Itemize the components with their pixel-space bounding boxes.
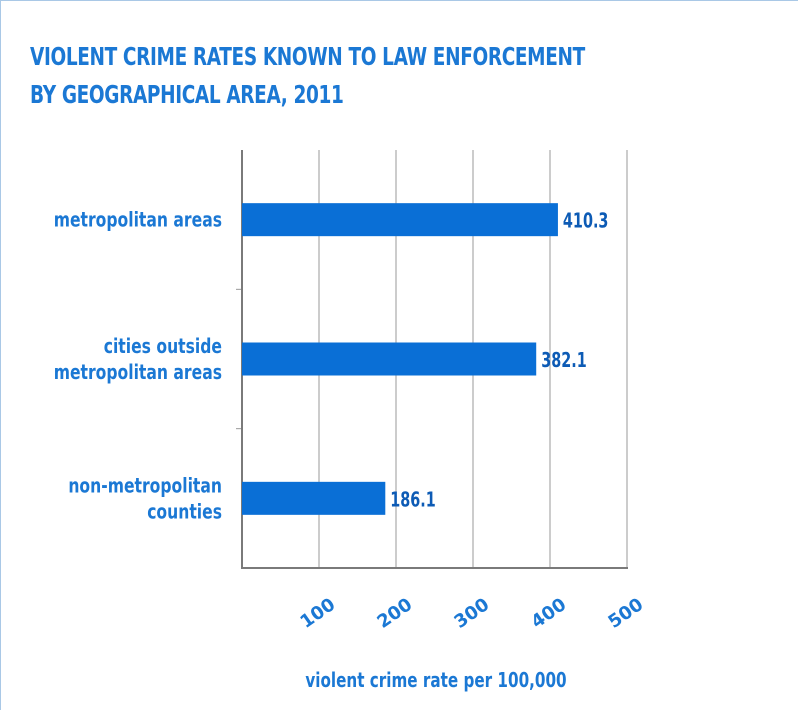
bar xyxy=(242,481,386,515)
x-tick-label: 300 xyxy=(450,594,493,633)
x-tick-label: 400 xyxy=(527,594,570,633)
chart-title: VIOLENT CRIME RATES KNOWN TO LAW ENFORCE… xyxy=(30,38,585,114)
category-label: cities outside xyxy=(104,335,222,358)
category-label: metropolitan areas xyxy=(54,209,222,232)
category-label: non-metropolitan xyxy=(68,474,222,497)
value-label: 382.1 xyxy=(541,350,586,373)
bar xyxy=(242,203,558,237)
value-label: 186.1 xyxy=(390,489,435,512)
value-label: 410.3 xyxy=(563,210,608,233)
x-axis-title: violent crime rate per 100,000 xyxy=(305,670,566,693)
category-label: counties xyxy=(147,500,222,523)
category-label: metropolitan areas xyxy=(54,361,222,384)
chart-title-line-1: VIOLENT CRIME RATES KNOWN TO LAW ENFORCE… xyxy=(30,42,585,71)
x-tick-label: 100 xyxy=(296,594,339,633)
bar xyxy=(242,342,537,376)
chart-title-line-2: BY GEOGRAPHICAL AREA, 2011 xyxy=(30,80,344,109)
x-tick-label: 200 xyxy=(373,594,416,633)
x-tick-label: 500 xyxy=(604,594,647,633)
